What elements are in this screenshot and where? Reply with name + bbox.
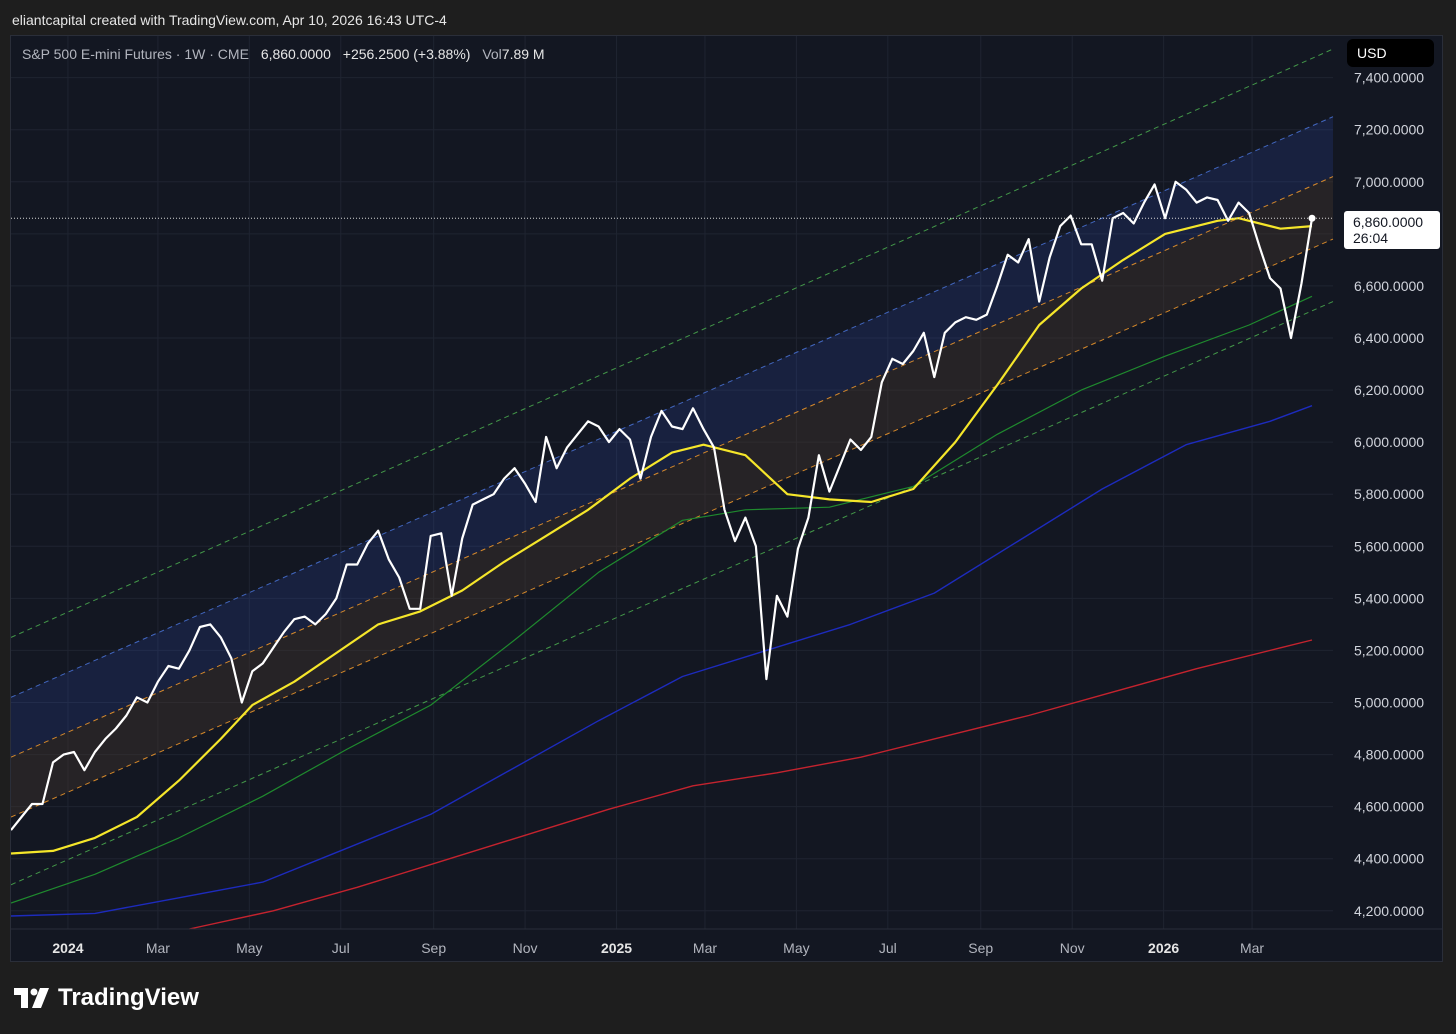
x-tick-label-12: 2026 (1148, 940, 1179, 956)
volume-value: 7.89 M (501, 46, 545, 62)
last-price-tag: 6,860.0000 26:04 (1344, 211, 1440, 249)
bar-countdown: 26:04 (1353, 230, 1389, 246)
y-tick-label-10: 6,200.0000 (1354, 382, 1424, 398)
currency-button[interactable]: USD (1347, 39, 1434, 67)
y-tick-label-12: 6,600.0000 (1354, 278, 1424, 294)
y-tick-label-4: 5,000.0000 (1354, 694, 1424, 710)
brand-name: TradingView (58, 984, 199, 1011)
channel-mid-lower-line (11, 238, 1334, 818)
y-tick-label-14: 7,000.0000 (1354, 174, 1424, 190)
channel-upper-line (11, 116, 1334, 698)
ma-red-series-line (189, 639, 1313, 930)
ma-yellow-series-line (11, 217, 1313, 855)
tradingview-logo-icon (14, 988, 49, 1008)
y-tick-label-6: 5,400.0000 (1354, 590, 1424, 606)
chart-canvas[interactable]: 4,200.0000 4,400.0000 4,600.0000 4,800.0000… (11, 36, 1442, 961)
x-tick-label-2: May (236, 940, 262, 956)
last-price: 6,860.0000 (260, 46, 331, 62)
x-tick-label-13: Mar (1240, 940, 1264, 956)
y-tick-label-2: 4,600.0000 (1354, 799, 1424, 815)
channel-outer-upper-line (11, 48, 1334, 638)
ma-blue-series-line (11, 405, 1313, 917)
x-tick-label-8: May (783, 940, 809, 956)
symbol-title: S&P 500 E-mini Futures · 1W · CME (22, 46, 249, 62)
y-tick-label-1: 4,400.0000 (1354, 851, 1424, 867)
last-price-dot (1308, 214, 1316, 222)
attribution-text: eliantcapital created with TradingView.c… (12, 12, 447, 28)
chart-panel[interactable]: 4,200.0000 4,400.0000 4,600.0000 4,800.0000… (10, 35, 1443, 962)
channel-fill-blue (11, 116, 1333, 758)
y-tick-label-16: 7,400.0000 (1354, 70, 1424, 86)
x-tick-label-9: Jul (879, 940, 897, 956)
y-tick-label-3: 4,800.0000 (1354, 747, 1424, 763)
y-tick-label-11: 6,400.0000 (1354, 330, 1424, 346)
y-tick-label-0: 4,200.0000 (1354, 903, 1424, 919)
x-tick-label-3: Jul (332, 940, 350, 956)
price-tag-value: 6,860.0000 (1353, 214, 1424, 230)
x-tick-label-10: Sep (968, 940, 993, 956)
x-tick-label-11: Nov (1060, 940, 1085, 956)
symbol-legend[interactable]: S&P 500 E-mini Futures · 1W · CME 6,860.… (22, 46, 545, 62)
price-change: +256.2500 (+3.88%) (342, 46, 471, 62)
y-tick-label-15: 7,200.0000 (1354, 122, 1424, 138)
x-tick-label-1: Mar (146, 940, 170, 956)
x-tick-label-0: 2024 (52, 940, 83, 956)
x-tick-label-7: Mar (693, 940, 717, 956)
channel-lower-line (11, 301, 1334, 886)
channel-fill-orange (11, 176, 1333, 818)
y-tick-label-5: 5,200.0000 (1354, 642, 1424, 658)
x-tick-label-5: Nov (513, 940, 538, 956)
ma-green-series-line (11, 295, 1313, 904)
tradingview-brand[interactable]: TradingView (14, 984, 199, 1012)
y-tick-label-9: 6,000.0000 (1354, 434, 1424, 450)
channel-mid-upper-line (11, 176, 1334, 758)
x-tick-label-4: Sep (421, 940, 446, 956)
y-tick-label-7: 5,600.0000 (1354, 538, 1424, 554)
y-tick-label-8: 5,800.0000 (1354, 486, 1424, 502)
x-tick-label-6: 2025 (601, 940, 632, 956)
volume-label: Vol (482, 46, 502, 62)
price-series-line (11, 180, 1314, 831)
